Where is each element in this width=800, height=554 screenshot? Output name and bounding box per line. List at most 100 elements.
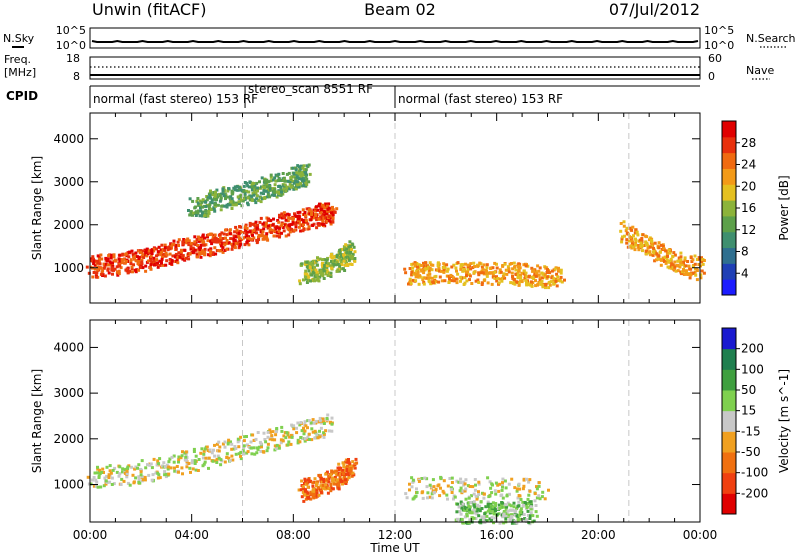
echo-cell <box>156 265 160 269</box>
echo-cell <box>664 249 668 253</box>
echo-cell <box>94 484 98 488</box>
echo-cell <box>663 255 667 259</box>
echo-cell <box>353 257 357 260</box>
echo-cell <box>516 514 520 518</box>
echo-cell <box>122 479 126 483</box>
echo-cell <box>230 207 234 210</box>
x-tick-label: 16:00 <box>479 528 514 542</box>
echo-cell <box>315 433 319 437</box>
echo-cell <box>198 252 202 256</box>
echo-cell <box>133 254 137 258</box>
echo-cell <box>102 471 105 474</box>
echo-cell <box>426 491 430 495</box>
echo-cell <box>335 480 339 483</box>
echo-cell <box>201 249 204 253</box>
echo-cell <box>298 279 302 283</box>
echo-cell <box>461 263 465 267</box>
echo-cell <box>695 278 699 282</box>
echo-cell <box>108 480 112 484</box>
echo-cell <box>86 475 90 479</box>
echo-cell <box>196 211 200 215</box>
echo-cell <box>266 191 270 195</box>
echo-cell <box>199 206 202 210</box>
echo-cell <box>200 447 204 451</box>
echo-cell <box>472 508 476 512</box>
echo-cell <box>552 282 556 286</box>
echo-cell <box>165 463 169 467</box>
echo-cell <box>204 456 208 460</box>
echo-cell <box>469 500 473 504</box>
echo-cell <box>324 483 328 487</box>
echo-cell <box>452 497 455 501</box>
echo-cell <box>420 264 424 267</box>
echo-cell <box>221 192 225 196</box>
echo-cell <box>96 259 100 263</box>
echo-cell <box>319 477 323 481</box>
echo-cell <box>160 257 164 261</box>
echo-cell <box>262 196 266 200</box>
echo-cell <box>491 271 495 275</box>
cpid-label: CPID <box>6 89 38 103</box>
echo-cell <box>560 280 564 284</box>
echo-cell <box>329 486 333 490</box>
echo-cell <box>349 262 352 266</box>
echo-cell <box>184 453 188 457</box>
echo-cell <box>116 273 120 277</box>
echo-cell <box>500 503 504 507</box>
echo-cell <box>321 219 325 223</box>
echo-cell <box>246 450 250 454</box>
echo-cell <box>220 204 224 208</box>
echo-cell <box>333 469 337 473</box>
echo-cell <box>534 510 538 514</box>
echo-cell <box>189 242 193 246</box>
echo-cell <box>311 214 315 218</box>
echo-cell <box>470 282 474 285</box>
echo-cell <box>559 271 563 275</box>
echo-cell <box>554 279 558 283</box>
colorbar-swatch <box>722 247 736 264</box>
freq-tick-right-low: 0 <box>708 70 715 83</box>
echo-cell <box>529 280 533 284</box>
echo-cell <box>188 466 192 470</box>
echo-cell <box>468 278 471 282</box>
echo-cell <box>651 253 655 257</box>
echo-cell <box>434 487 438 491</box>
echo-cell <box>181 240 185 244</box>
echo-cell <box>327 262 330 266</box>
echo-cell <box>296 180 300 184</box>
echo-cell <box>262 234 266 238</box>
echo-cell <box>515 280 519 284</box>
echo-cell <box>447 274 451 278</box>
echo-cell <box>334 262 338 266</box>
echo-cell <box>657 241 661 245</box>
noise-tick-right-high: 10^5 <box>704 24 734 37</box>
freq-panel: Freq. [MHz] 18 8 60 0 Nave <box>4 52 774 83</box>
echo-cell <box>449 486 453 490</box>
echo-cell <box>124 252 128 256</box>
echo-cell <box>218 249 222 253</box>
echo-cell <box>504 512 508 515</box>
echo-cell <box>239 225 243 229</box>
echo-cell <box>209 249 213 253</box>
echo-cell <box>348 244 352 248</box>
echo-cell <box>280 224 283 228</box>
echo-cell <box>317 493 321 497</box>
echo-cell <box>102 262 106 266</box>
echo-cell <box>557 268 560 272</box>
echo-cell <box>490 482 494 486</box>
echo-cell <box>428 495 432 499</box>
echo-cell <box>279 438 283 442</box>
y-tick-label: 3000 <box>53 175 84 189</box>
echo-cell <box>343 269 347 272</box>
echo-cell <box>166 248 170 252</box>
echo-cell <box>314 214 318 218</box>
echo-cell <box>465 279 469 283</box>
echo-cell <box>487 506 491 510</box>
echo-cell <box>143 478 147 482</box>
echo-cell <box>471 485 475 489</box>
colorbar-swatch <box>722 200 736 217</box>
echo-cell <box>700 256 703 260</box>
echo-cell <box>474 517 478 520</box>
echo-cell <box>291 218 295 222</box>
echo-cell <box>103 265 107 269</box>
